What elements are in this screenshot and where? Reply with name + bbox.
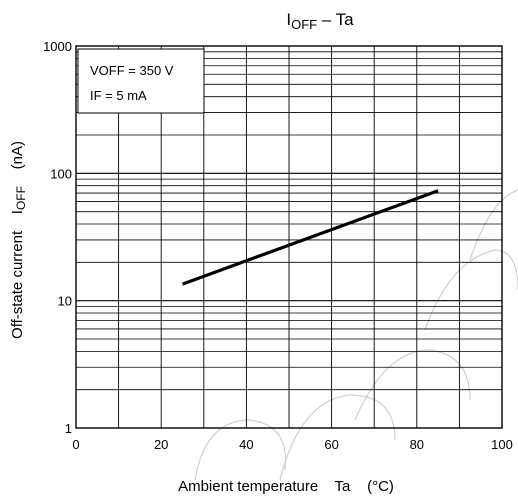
condition-voff: VOFF = 350 V bbox=[90, 63, 174, 78]
y-axis-label: Off-state current IOFF (nA) bbox=[9, 141, 28, 339]
x-tick-label: 80 bbox=[410, 437, 424, 452]
condition-if: IF = 5 mA bbox=[90, 88, 147, 103]
x-axis-label: Ambient temperature Ta (°C) bbox=[178, 478, 394, 495]
series-line bbox=[183, 191, 439, 284]
x-tick-label: 0 bbox=[72, 437, 79, 452]
x-tick-label: 60 bbox=[324, 437, 338, 452]
y-tick-label: 10 bbox=[58, 294, 72, 309]
chart-title: IOFF – Ta bbox=[286, 10, 354, 32]
x-tick-label: 100 bbox=[491, 437, 513, 452]
conditions-box: VOFF = 350 V IF = 5 mA bbox=[78, 49, 204, 113]
x-tick-label: 40 bbox=[239, 437, 253, 452]
y-tick-label: 1000 bbox=[43, 39, 72, 54]
y-tick-label: 1 bbox=[65, 421, 72, 436]
y-tick-label: 100 bbox=[50, 166, 72, 181]
x-tick-label: 20 bbox=[154, 437, 168, 452]
series bbox=[183, 191, 439, 284]
